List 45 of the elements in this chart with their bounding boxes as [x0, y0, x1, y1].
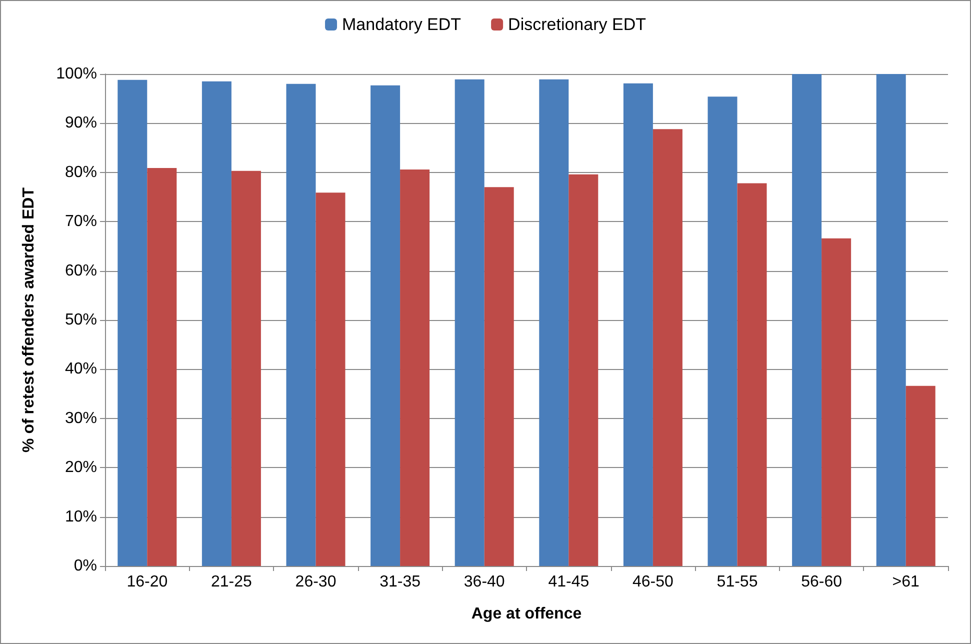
x-tick-label: 51-55: [716, 574, 758, 590]
y-tick-label: 50%: [64, 312, 97, 328]
bar: [876, 74, 906, 566]
bar: [737, 183, 767, 566]
legend-label: Mandatory EDT: [342, 15, 462, 34]
y-axis-title: % of retest offenders awarded EDT: [20, 187, 38, 452]
x-tick-label: 31-35: [380, 574, 421, 590]
y-tick-label: 60%: [64, 262, 97, 280]
bar: [906, 386, 936, 566]
y-tick-label: 20%: [64, 459, 97, 476]
y-tick-label: 90%: [64, 114, 97, 132]
bar: [316, 192, 346, 566]
bar: [147, 168, 177, 566]
x-tick-label: 26-30: [295, 574, 336, 590]
x-tick-label: 56-60: [801, 574, 842, 590]
x-tick-label: 36-40: [464, 574, 505, 590]
bar: [370, 85, 400, 566]
y-tick-label: 70%: [64, 213, 97, 230]
bar: [202, 81, 232, 566]
bar: [568, 174, 598, 566]
bar: [822, 238, 852, 566]
x-tick-label: 46-50: [632, 574, 674, 590]
x-axis-title: Age at offence: [471, 606, 582, 622]
x-tick-label: >61: [892, 574, 920, 590]
bar: [652, 129, 682, 566]
y-tick-label: 30%: [64, 410, 97, 427]
y-tick-label: 10%: [64, 508, 97, 526]
bar: [623, 83, 653, 566]
bar: [231, 170, 261, 566]
bar: [792, 74, 822, 566]
y-tick-label: 40%: [64, 360, 97, 378]
x-tick-label: 41-45: [548, 574, 590, 590]
x-tick-label: 16-20: [126, 574, 168, 590]
y-tick-label: 100%: [56, 66, 97, 82]
bar: [484, 187, 514, 566]
bar: [454, 79, 484, 566]
y-tick-label: 80%: [64, 164, 97, 181]
bar: [118, 80, 148, 566]
bar: [286, 84, 316, 566]
legend-label: Discretionary EDT: [508, 15, 646, 34]
bar: [708, 96, 738, 566]
bar: [400, 169, 430, 566]
x-tick-label: 21-25: [210, 574, 252, 590]
bar: [539, 79, 569, 566]
y-tick-label: 0%: [74, 558, 97, 574]
